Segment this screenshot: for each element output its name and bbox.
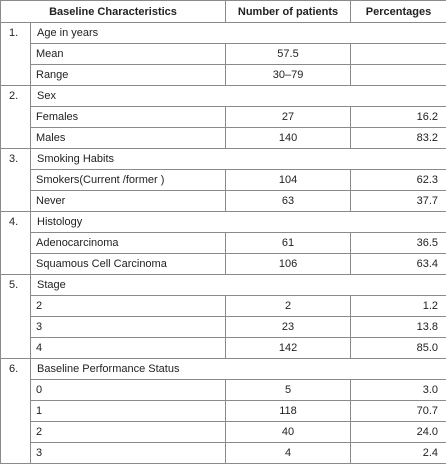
percentage-cell bbox=[350, 64, 446, 86]
patients-cell: 23 bbox=[225, 316, 352, 338]
table-body: 1. Age in years Mean 57.5 Range 30–79 2. Sex Fem… bbox=[0, 22, 446, 464]
data-row: Mean 57.5 bbox=[1, 43, 446, 65]
patients-cell: 30–79 bbox=[225, 64, 352, 86]
percentage-cell: 70.7 bbox=[350, 400, 446, 422]
row-label: 2 bbox=[29, 295, 227, 317]
row-label: 4 bbox=[29, 337, 227, 359]
section-number: 5. bbox=[0, 274, 31, 359]
section-number: 3. bbox=[0, 148, 31, 212]
data-row: 0 5 3.0 bbox=[1, 379, 446, 401]
patients-cell: 63 bbox=[225, 190, 352, 212]
section-row: 6. Baseline Performance Status bbox=[0, 358, 446, 464]
data-row: Never 63 37.7 bbox=[1, 190, 446, 212]
section-row: 2. Sex bbox=[0, 85, 446, 149]
row-label: Females bbox=[29, 106, 227, 128]
percentage-cell: 37.7 bbox=[350, 190, 446, 212]
percentage-cell: 16.2 bbox=[350, 106, 446, 128]
row-label: 1 bbox=[29, 400, 227, 422]
section-title: Histology bbox=[29, 211, 446, 233]
percentage-cell: 24.0 bbox=[350, 421, 446, 443]
section-title: Baseline Performance Status bbox=[29, 358, 446, 380]
percentage-cell: 36.5 bbox=[350, 232, 446, 254]
data-row: Females 27 16.2 bbox=[1, 106, 446, 128]
section-number: 6. bbox=[0, 358, 31, 464]
data-row: 3 4 2.4 bbox=[1, 442, 446, 464]
percentage-cell: 2.4 bbox=[350, 442, 446, 464]
row-label: 0 bbox=[29, 379, 227, 401]
patients-cell: 118 bbox=[225, 400, 352, 422]
patients-cell: 4 bbox=[225, 442, 352, 464]
data-row: Squamous Cell Carcinoma 106 63.4 bbox=[1, 253, 446, 275]
section-number: 1. bbox=[0, 22, 31, 86]
header-row: Baseline Characteristics Number of patie… bbox=[0, 0, 446, 23]
patients-cell: 40 bbox=[225, 421, 352, 443]
data-row: Males 140 83.2 bbox=[1, 127, 446, 149]
row-label: Never bbox=[29, 190, 227, 212]
percentage-cell: 63.4 bbox=[350, 253, 446, 275]
percentage-cell: 83.2 bbox=[350, 127, 446, 149]
header-cell: Percentages bbox=[350, 0, 446, 23]
patients-cell: 142 bbox=[225, 337, 352, 359]
section-title: Stage bbox=[29, 274, 446, 296]
percentage-cell: 3.0 bbox=[350, 379, 446, 401]
percentage-cell bbox=[350, 43, 446, 65]
patients-cell: 61 bbox=[225, 232, 352, 254]
section-number: 4. bbox=[0, 211, 31, 275]
table-head: Baseline Characteristics Number of patie… bbox=[0, 0, 446, 23]
percentage-cell: 13.8 bbox=[350, 316, 446, 338]
patients-cell: 2 bbox=[225, 295, 352, 317]
data-row: Range 30–79 bbox=[1, 64, 446, 86]
patients-cell: 106 bbox=[225, 253, 352, 275]
data-row: Smokers(Current /former ) 104 62.3 bbox=[1, 169, 446, 191]
section-row: 4. Histology bbox=[0, 211, 446, 275]
data-row: 4 142 85.0 bbox=[1, 337, 446, 359]
section-row: 1. Age in years bbox=[0, 22, 446, 86]
section-title: Smoking Habits bbox=[29, 148, 446, 170]
data-row: Adenocarcinoma 61 36.5 bbox=[1, 232, 446, 254]
data-row: 3 23 13.8 bbox=[1, 316, 446, 338]
data-row: 2 40 24.0 bbox=[1, 421, 446, 443]
row-label: Adenocarcinoma bbox=[29, 232, 227, 254]
row-label: Mean bbox=[29, 43, 227, 65]
data-row: 1 118 70.7 bbox=[1, 400, 446, 422]
section-row: 3. Smoking Habits bbox=[0, 148, 446, 212]
row-label: 3 bbox=[29, 442, 227, 464]
row-label: Squamous Cell Carcinoma bbox=[29, 253, 227, 275]
row-label: Range bbox=[29, 64, 227, 86]
percentage-cell: 62.3 bbox=[350, 169, 446, 191]
row-label: 3 bbox=[29, 316, 227, 338]
section-row: 5. Stage bbox=[0, 274, 446, 359]
row-label: Smokers(Current /former ) bbox=[29, 169, 227, 191]
section-title: Sex bbox=[29, 85, 446, 107]
header-cell: Baseline Characteristics bbox=[0, 0, 227, 23]
percentage-cell: 1.2 bbox=[350, 295, 446, 317]
patients-cell: 104 bbox=[225, 169, 352, 191]
header-cell: Number of patients bbox=[225, 0, 352, 23]
section-number: 2. bbox=[0, 85, 31, 149]
data-row: 2 2 1.2 bbox=[1, 295, 446, 317]
patients-cell: 5 bbox=[225, 379, 352, 401]
section-title: Age in years bbox=[29, 22, 446, 44]
percentage-cell: 85.0 bbox=[350, 337, 446, 359]
row-label: 2 bbox=[29, 421, 227, 443]
patients-cell: 27 bbox=[225, 106, 352, 128]
patients-cell: 140 bbox=[225, 127, 352, 149]
row-label: Males bbox=[29, 127, 227, 149]
patients-cell: 57.5 bbox=[225, 43, 352, 65]
